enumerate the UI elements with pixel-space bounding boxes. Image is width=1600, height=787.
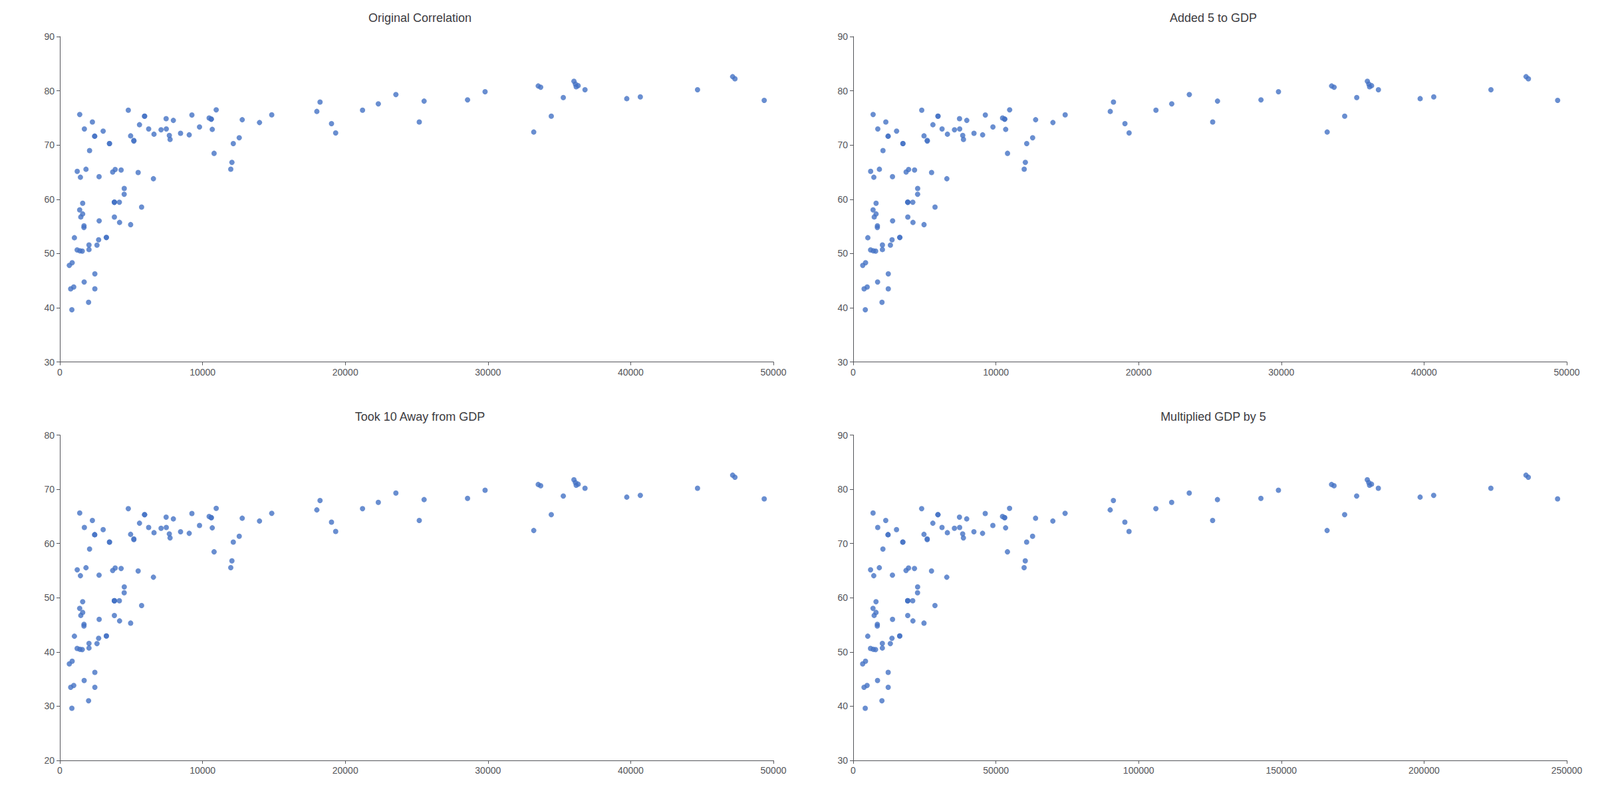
svg-text:0: 0 <box>850 367 856 378</box>
svg-text:40: 40 <box>43 647 55 658</box>
svg-text:50000: 50000 <box>760 765 787 777</box>
svg-text:90: 90 <box>43 31 55 42</box>
svg-text:70: 70 <box>837 538 848 550</box>
svg-text:70: 70 <box>43 139 55 151</box>
svg-text:90: 90 <box>837 430 848 441</box>
svg-text:50: 50 <box>837 248 848 259</box>
svg-text:70: 70 <box>837 139 848 151</box>
svg-text:50: 50 <box>837 647 848 658</box>
svg-text:60: 60 <box>837 194 848 205</box>
svg-text:Multiplied GDP by 5: Multiplied GDP by 5 <box>1160 410 1267 424</box>
svg-text:30: 30 <box>837 357 848 368</box>
svg-text:60: 60 <box>43 538 55 550</box>
svg-text:10000: 10000 <box>189 367 216 378</box>
svg-text:30: 30 <box>43 357 55 368</box>
svg-text:20000: 20000 <box>332 367 359 378</box>
svg-text:150000: 150000 <box>1265 765 1297 777</box>
svg-text:30000: 30000 <box>474 765 501 777</box>
svg-text:20000: 20000 <box>332 765 359 777</box>
svg-text:40000: 40000 <box>1411 367 1438 378</box>
svg-text:40000: 40000 <box>617 367 644 378</box>
svg-text:10000: 10000 <box>189 765 216 777</box>
svg-text:30000: 30000 <box>1268 367 1295 378</box>
svg-text:40: 40 <box>43 302 55 314</box>
svg-text:30000: 30000 <box>474 367 501 378</box>
svg-text:50000: 50000 <box>760 367 787 378</box>
svg-text:30: 30 <box>43 700 55 712</box>
svg-text:60: 60 <box>43 194 55 205</box>
svg-text:30: 30 <box>837 755 848 767</box>
svg-text:50000: 50000 <box>1554 367 1581 378</box>
svg-text:60: 60 <box>837 592 848 604</box>
svg-text:50: 50 <box>43 592 55 604</box>
svg-text:40000: 40000 <box>617 765 644 777</box>
svg-text:80: 80 <box>43 85 55 97</box>
svg-text:Added 5 to GDP: Added 5 to GDP <box>1169 11 1257 25</box>
svg-text:80: 80 <box>837 85 848 97</box>
svg-text:0: 0 <box>57 765 63 777</box>
svg-text:50000: 50000 <box>982 765 1009 777</box>
svg-text:100000: 100000 <box>1123 765 1155 777</box>
svg-text:0: 0 <box>57 367 63 378</box>
svg-text:70: 70 <box>43 484 55 495</box>
svg-text:0: 0 <box>850 765 856 777</box>
svg-text:Original Correlation: Original Correlation <box>368 11 472 25</box>
svg-text:20: 20 <box>43 755 55 767</box>
svg-text:90: 90 <box>837 31 848 42</box>
svg-text:50: 50 <box>43 248 55 259</box>
svg-text:40: 40 <box>837 302 848 314</box>
svg-text:80: 80 <box>43 430 55 441</box>
svg-text:80: 80 <box>837 484 848 495</box>
svg-text:Took 10 Away from GDP: Took 10 Away from GDP <box>355 410 486 424</box>
svg-text:40: 40 <box>837 700 848 712</box>
svg-text:200000: 200000 <box>1408 765 1440 777</box>
svg-text:10000: 10000 <box>982 367 1009 378</box>
svg-text:20000: 20000 <box>1125 367 1152 378</box>
svg-text:250000: 250000 <box>1551 765 1583 777</box>
